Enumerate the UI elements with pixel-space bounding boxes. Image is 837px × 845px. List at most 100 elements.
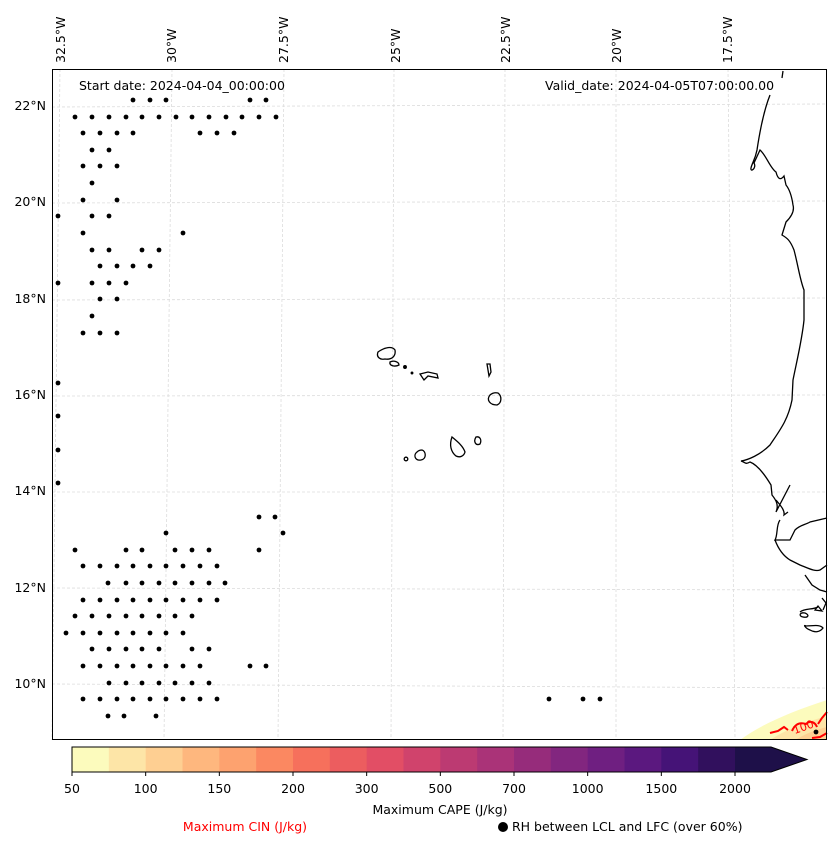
parallel-gridline [51, 297, 828, 301]
rh-dot [197, 130, 203, 136]
rh-dot [89, 247, 95, 253]
rh-dot [206, 547, 212, 553]
rh-dot [163, 563, 169, 569]
rh-dot [123, 114, 129, 120]
rh-legend-label: RH between LCL and LFC (over 60%) [512, 819, 743, 834]
rh-dot [114, 663, 120, 669]
island-maio [474, 436, 482, 446]
colorbar-bin [661, 747, 699, 772]
rh-dot [97, 263, 103, 269]
colorbar-bin [108, 747, 147, 772]
rh-dot [89, 114, 95, 120]
cape-verde-islands [376, 346, 502, 462]
rh-dot [123, 646, 129, 652]
island-santiago [449, 435, 466, 458]
lat-label: 12°N [14, 580, 46, 595]
rh-dot [147, 597, 153, 603]
meridian-gridline [390, 68, 395, 741]
meridian-gridline [277, 68, 285, 741]
lon-label: 27.5°W [276, 16, 291, 63]
cape-fill-region [740, 700, 827, 740]
rh-dot [130, 630, 136, 636]
rh-dot [55, 413, 61, 419]
rh-dot [130, 563, 136, 569]
rh-dot [130, 97, 136, 103]
rh-dot [163, 630, 169, 636]
colorbar-tick-label: 200 [281, 781, 305, 796]
colorbar-tick-label: 300 [354, 781, 379, 796]
island-sao-vicente [389, 360, 400, 367]
rh-dot [80, 630, 86, 636]
rh-dot [156, 646, 162, 652]
colorbar-bin [624, 747, 662, 772]
rh-dot [214, 597, 220, 603]
rh-dot [72, 114, 78, 120]
colorbar-bin [587, 747, 625, 772]
rh-dot [80, 130, 86, 136]
rh-dot [156, 247, 162, 253]
parallel-gridline [51, 587, 828, 591]
lon-label: 32.5°W [53, 16, 68, 63]
colorbar-tick-label: 1000 [571, 781, 604, 796]
rh-dot [123, 613, 129, 619]
rh-dot [80, 563, 86, 569]
rh-dot [114, 696, 120, 702]
rh-dot [173, 114, 179, 120]
colorbar-bin [440, 747, 478, 772]
rh-dot [55, 447, 61, 453]
colorbar-bin [293, 747, 331, 772]
colorbar-bin [145, 747, 183, 772]
island-brava [403, 456, 409, 462]
lon-label: 22.5°W [498, 16, 513, 63]
rh-dot [597, 696, 603, 702]
rh-dot [273, 114, 279, 120]
colorbar-extend-max [735, 747, 807, 772]
island-sal [486, 363, 492, 379]
parallel-gridline [51, 200, 828, 204]
lon-label: 30°W [164, 28, 179, 63]
rh-dot [197, 563, 203, 569]
rh-dot [114, 296, 120, 302]
rh-dot [123, 580, 129, 586]
rh-legend: RH between LCL and LFC (over 60%) [498, 819, 742, 834]
colorbar-tick-label: 500 [428, 781, 453, 796]
rh-dot [263, 663, 269, 669]
rh-dot [206, 646, 212, 652]
rh-dot [55, 280, 61, 286]
rh-dot [123, 547, 129, 553]
lat-label: 20°N [14, 194, 46, 209]
bijagos-2 [813, 604, 824, 612]
gridlines [51, 68, 828, 741]
rh-dot [147, 563, 153, 569]
parallel-gridline [51, 683, 828, 689]
rh-dot [80, 197, 86, 203]
rh-dot [214, 130, 220, 136]
rh-dot [189, 613, 195, 619]
cin-contour [769, 711, 828, 739]
island-santa-luzia [403, 365, 407, 369]
rh-dot [106, 147, 112, 153]
rh-dot [180, 630, 186, 636]
rh-dot [106, 680, 112, 686]
colorbar-title: Maximum CAPE (J/kg) [372, 802, 508, 817]
rh-dot [163, 696, 169, 702]
lat-label: 22°N [14, 98, 46, 113]
colorbar-bin [72, 747, 110, 772]
rh-dot [189, 114, 195, 120]
rh-dot [163, 530, 169, 536]
bijagos-1 [799, 612, 809, 618]
coastline [740, 70, 828, 633]
colorbar-bin [366, 747, 404, 772]
colorbar-bin [698, 747, 736, 772]
lon-label: 17.5°W [720, 16, 735, 63]
colorbar-bin [514, 747, 552, 772]
rh-dot [247, 97, 253, 103]
rh-dot [189, 680, 195, 686]
rh-dot [114, 630, 120, 636]
colorbar-bin [403, 747, 441, 772]
colorbar-tick-label: 150 [207, 781, 232, 796]
rh-dot [97, 163, 103, 169]
rh-dot [139, 613, 145, 619]
rh-dots-layer [55, 97, 819, 735]
rh-dot [89, 613, 95, 619]
